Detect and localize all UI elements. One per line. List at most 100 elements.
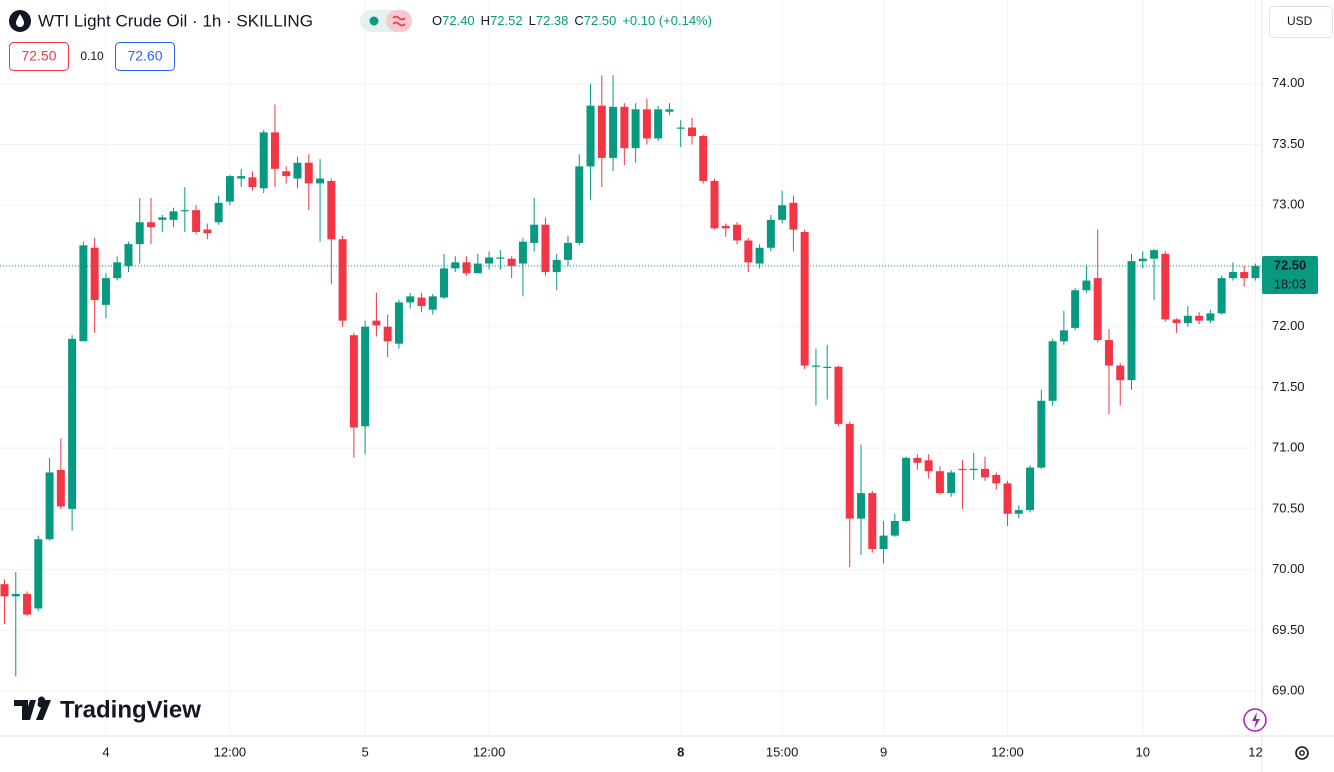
y-tick-label: 74.00 [1272,75,1305,90]
candle-body [552,259,561,273]
delayed-icon [392,15,406,27]
candle-body [0,584,9,597]
candle-body [383,326,392,342]
candle-body [642,109,651,139]
candle-body [609,106,618,158]
logo-slash [36,700,51,720]
candle-body [857,493,866,519]
x-tick-label: 12:00 [991,744,1024,759]
y-tick-label: 73.50 [1272,136,1305,151]
candle-body [45,472,54,540]
y-tick-label: 70.50 [1272,500,1305,515]
candle-body [1183,315,1192,324]
candle-body [913,457,922,463]
candle-body [902,457,911,522]
candle-body [316,178,325,184]
ohlc-legend: O72.40 H72.52 L72.38 C72.50 +0.10 (+0.14%) [432,13,712,28]
candle-body [1104,340,1113,366]
x-tick-label: 12:00 [214,744,247,759]
candle-body [361,326,370,427]
candle-body [676,127,685,129]
candle-body [124,244,133,266]
countdown: 18:03 [1274,276,1307,291]
candle-body [214,202,223,223]
candle-body [1172,319,1181,324]
candle-body [237,176,246,179]
candle-body [169,211,178,220]
y-tick-label: 70.00 [1272,561,1305,576]
candle-body [440,268,449,298]
candle-body [90,247,99,300]
candle-body [518,241,527,264]
candle-body [823,366,832,368]
candle-body [1082,280,1091,291]
ohlc-value: 72.40 [442,13,475,28]
candle-body [1138,258,1147,262]
buy-box[interactable] [115,42,175,71]
candle-body [1026,467,1035,511]
candle-body [270,132,279,169]
ohlc-key: O [432,13,442,28]
settings-icon[interactable] [1295,746,1309,760]
candle-body [1161,253,1170,320]
candle-body [935,471,944,494]
candle-body [755,247,764,264]
logo-icon [14,696,45,720]
candle-body [79,245,88,342]
candle-body [101,278,110,305]
x-tick-label: 12 [1248,744,1262,759]
candle-body [496,257,505,259]
candle-body [721,225,730,229]
candle-body [1037,400,1046,468]
x-tick-label: 5 [362,744,369,759]
candle-body [575,166,584,243]
buy-price: 72.60 [127,48,162,64]
candle-body [834,366,843,424]
y-tick-label: 73.00 [1272,197,1305,212]
candle-body [113,262,122,279]
sell-price: 72.50 [21,48,56,64]
ohlc-key: L [529,13,536,28]
candle-body [68,338,77,509]
last-price-box [1262,255,1318,294]
candle-body [1093,278,1102,341]
candle-body [192,210,201,232]
candle-body [969,468,978,471]
candle-body [890,521,899,536]
currency-button[interactable] [1269,6,1333,38]
candle-body [1251,265,1260,279]
status-pill-right [386,10,412,32]
candle-body [845,423,854,519]
sell-box[interactable] [9,42,69,71]
candle-body [744,240,753,263]
ohlc-key: C [574,13,583,28]
y-tick-label: 71.00 [1272,440,1305,455]
candle-body [733,224,742,241]
candle-body [778,205,787,220]
candle-body [631,109,640,149]
candles [0,75,1260,677]
ohlc-value: 72.52 [490,13,523,28]
candle-body [1116,365,1125,381]
candle-body [304,162,313,184]
candle-body [789,202,798,230]
candle-body [980,468,989,478]
candle-body [800,231,809,366]
logo-text: TradingView [60,696,201,723]
candle-body [1071,290,1080,328]
candle-body [1217,278,1226,314]
x-tick-label: 15:00 [766,744,799,759]
y-tick-label: 69.50 [1272,622,1305,637]
candle-body [327,180,336,240]
candle-body [586,105,595,167]
candle-body [23,593,32,615]
candle-body [699,136,708,181]
y-tick-label: 71.50 [1272,379,1305,394]
lightning [1252,712,1260,729]
symbol-title: WTI Light Crude Oil · 1h · SKILLING [38,11,313,30]
change: +0.10 (+0.14%) [622,13,712,28]
candle-body [293,162,302,179]
